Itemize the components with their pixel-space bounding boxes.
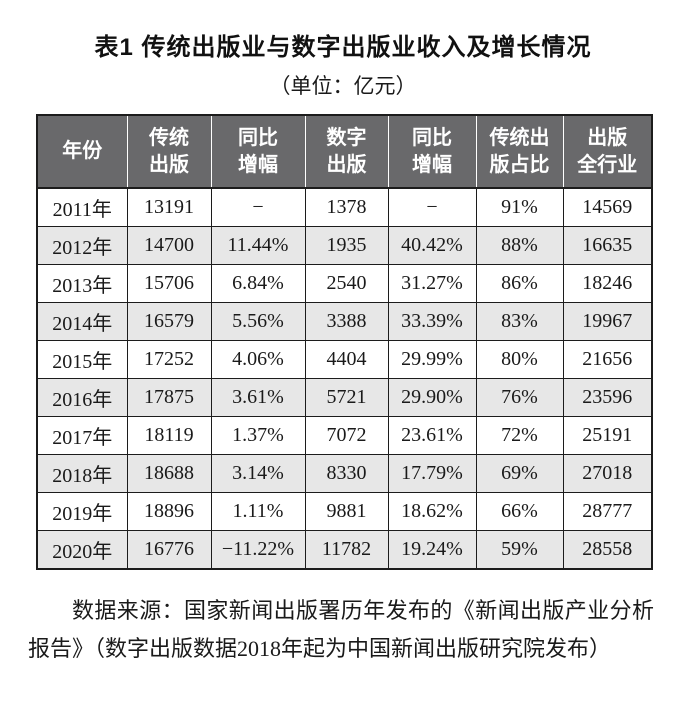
table-cell: 4.06% (210, 340, 306, 379)
table-cell: 66% (475, 492, 564, 531)
column-header: 数字 出版 (304, 115, 388, 189)
table-cell: 25191 (562, 416, 653, 455)
table-cell: 59% (475, 530, 564, 570)
table-cell: 72% (475, 416, 564, 455)
column-header: 同比 增幅 (387, 115, 476, 189)
table-cell: 28558 (562, 530, 653, 570)
table-cell: 91% (475, 187, 564, 227)
table-cell: 3.14% (210, 454, 306, 493)
table-cell: 14700 (126, 226, 212, 265)
table-cell: 76% (475, 378, 564, 417)
column-header: 年份 (37, 115, 127, 189)
table-cell: 5721 (304, 378, 389, 417)
table-cell: 16776 (126, 530, 212, 570)
publishing-revenue-table: 年份 传统 出版 同比 增幅 数字 出版 同比 增幅 传统出 版占比 出版 全行业 2011年 13191… (36, 114, 653, 570)
table-cell: 29.99% (387, 340, 477, 379)
table-cell: 2540 (304, 264, 389, 303)
table-row: 2011年 13191−1378−91% 14569 (36, 187, 653, 227)
table-cell: 69% (475, 454, 564, 493)
table-cell: 7072 (304, 416, 389, 455)
table-cell: 3388 (304, 302, 389, 341)
table-row: 2017年 18119 1.37% 7072 23.61% 72% 25191 (36, 416, 653, 455)
table-cell: − (387, 187, 477, 227)
table-cell: 83% (475, 302, 564, 341)
table-cell: 17875 (126, 378, 212, 417)
table-row: 2018年 18688 3.14% 8330 17.79% 69% 27018 (36, 454, 653, 493)
table-row: 2019年 18896 1.11% 9881 18.62% 66% 28777 (36, 492, 653, 531)
table-row: 2015年 17252 4.06% 4404 29.99% 80% 21656 (36, 340, 653, 379)
table-cell: 88% (475, 226, 564, 265)
table-cell: 3.61% (210, 378, 306, 417)
table-cell: 9881 (304, 492, 389, 531)
table-cell: 8330 (304, 454, 389, 493)
table-cell: 1935 (304, 226, 389, 265)
table-cell: 16579 (126, 302, 212, 341)
table-cell: − (210, 187, 306, 227)
table-cell: 27018 (562, 454, 653, 493)
table-cell: 2016年 (36, 378, 128, 417)
table-cell: 33.39% (387, 302, 477, 341)
table-cell: 14569 (562, 187, 653, 227)
table-cell: 21656 (562, 340, 653, 379)
table-cell: 17.79% (387, 454, 477, 493)
table-row: 2012年 14700 11.44% 1935 40.42% 88% 16635 (36, 226, 653, 265)
table-cell: 19.24% (387, 530, 477, 570)
table-cell: 11.44% (210, 226, 306, 265)
table-cell: 18896 (126, 492, 212, 531)
table-cell: 1.37% (210, 416, 306, 455)
table-cell: 2012年 (36, 226, 128, 265)
table-row: 2020年 16776 −11.22% 11782 19.24% 59% 28558 (36, 530, 653, 570)
table-cell: 1.11% (210, 492, 306, 531)
table-cell: 17252 (126, 340, 212, 379)
table-cell: 4404 (304, 340, 389, 379)
table-cell: 80% (475, 340, 564, 379)
table-cell: 23.61% (387, 416, 477, 455)
table-title: 表1 传统出版业与数字出版业收入及增长情况 (94, 34, 592, 61)
table-cell: 40.42% (387, 226, 477, 265)
table-cell: 2013年 (36, 264, 128, 303)
table-cell: 23596 (562, 378, 653, 417)
table-body: 2011年 13191−1378−91% 14569 2012年 14700 11.44%… (36, 187, 653, 570)
table-cell: 16635 (562, 226, 653, 265)
table-cell: 15706 (126, 264, 212, 303)
table-cell: 19967 (562, 302, 653, 341)
table-cell: −11.22% (210, 530, 306, 570)
table-cell: 18246 (562, 264, 653, 303)
table-cell: 2014年 (36, 302, 128, 341)
table-cell: 86% (475, 264, 564, 303)
table-cell: 13191 (126, 187, 212, 227)
table-cell: 1378 (304, 187, 389, 227)
table-cell: 29.90% (387, 378, 477, 417)
column-header: 同比 增幅 (210, 115, 305, 189)
column-header: 传统出 版占比 (475, 115, 563, 189)
table-cell: 2018年 (36, 454, 128, 493)
table-cell: 31.27% (387, 264, 477, 303)
table-cell: 11782 (304, 530, 389, 570)
table-cell: 2011年 (36, 187, 128, 227)
data-source-note: 数据来源：国家新闻出版署历年发布的《新闻出版产业分析报告》（数字出版数据2018… (28, 598, 654, 661)
column-header: 出版 全行业 (562, 115, 652, 189)
table-cell: 18.62% (387, 492, 477, 531)
table-cell: 18119 (126, 416, 212, 455)
table-cell: 2017年 (36, 416, 128, 455)
table-row: 2016年 17875 3.61% 5721 29.90% 76% 23596 (36, 378, 653, 417)
table-cell: 18688 (126, 454, 212, 493)
unit-note: （单位：亿元） (269, 74, 417, 98)
column-header: 传统 出版 (126, 115, 211, 189)
table-cell: 2015年 (36, 340, 128, 379)
table-row: 2014年 16579 5.56% 3388 33.39% 83% 19967 (36, 302, 653, 341)
table-cell: 28777 (562, 492, 653, 531)
table-cell: 2020年 (36, 530, 128, 570)
table-row: 2013年 15706 6.84% 2540 31.27% 86% 18246 (36, 264, 653, 303)
table-header-row: 年份 传统 出版 同比 增幅 数字 出版 同比 增幅 传统出 版占比 出版 全行业 (37, 115, 652, 189)
table-cell: 5.56% (210, 302, 306, 341)
table-cell: 2019年 (36, 492, 128, 531)
table-cell: 6.84% (210, 264, 306, 303)
